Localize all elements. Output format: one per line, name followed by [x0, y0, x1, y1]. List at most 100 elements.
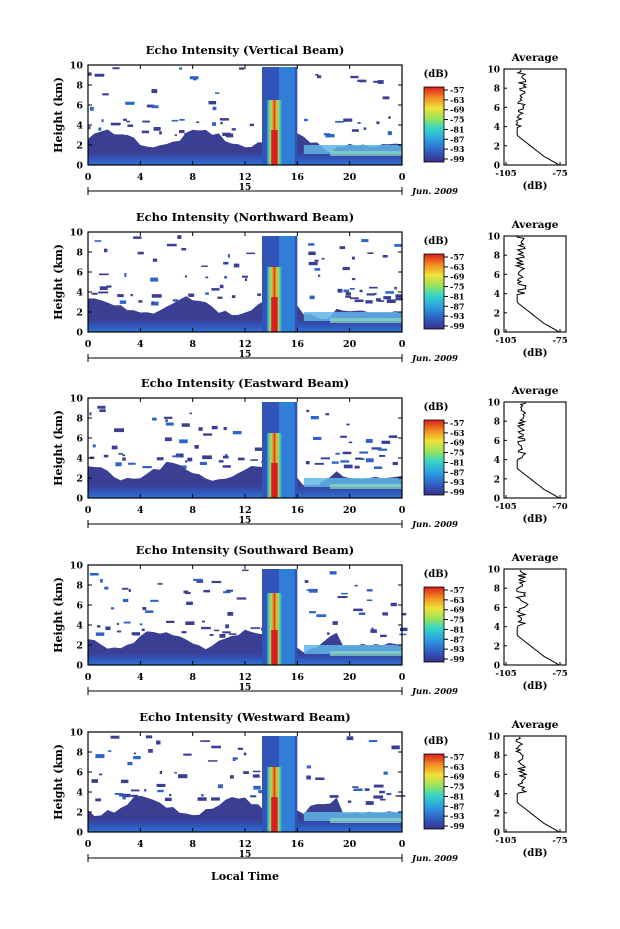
x-tick-label: 16 [291, 839, 305, 850]
echo-speckle [110, 607, 115, 610]
echo-speckle [365, 439, 373, 443]
echo-speckle [179, 130, 185, 134]
colorbar-label: (dB) [424, 736, 449, 747]
echo-speckle [159, 131, 162, 135]
echo-speckle [103, 454, 109, 458]
colorbar-tick-label: -57 [450, 585, 464, 595]
profile-x-tick-label: -105 [495, 336, 516, 346]
x-tick-label: 0 [85, 505, 92, 516]
echo-layer [303, 812, 402, 821]
x-tick-label: 0 [399, 672, 406, 683]
echo-speckle [346, 423, 350, 426]
echo-speckle [224, 454, 228, 456]
echo-speckle [332, 621, 338, 625]
y-tick-label: 8 [76, 248, 83, 259]
heatmap [88, 735, 406, 832]
echo-speckle [366, 599, 373, 601]
echo-speckle [183, 590, 189, 594]
echo-speckle [308, 261, 318, 266]
echo-speckle [382, 612, 388, 616]
profile-y-tick-label: 8 [494, 85, 500, 95]
echo-speckle [351, 278, 356, 281]
echo-speckle [88, 126, 91, 130]
y-tick-label: 2 [76, 308, 83, 319]
echo-speckle [91, 779, 98, 783]
profile-y-tick-label: 8 [494, 752, 500, 762]
echo-speckle [395, 297, 403, 301]
x-tick-label: 4 [137, 839, 144, 850]
echo-speckle [91, 292, 98, 295]
echo-speckle [373, 784, 384, 788]
panel-title: Echo Intensity (Westward Beam) [139, 710, 350, 724]
colorbar-tick-label: -69 [450, 105, 465, 115]
echo-speckle [205, 276, 209, 279]
echo-speckle [355, 457, 363, 460]
profile-y-tick-label: 8 [494, 252, 500, 262]
profile-xlabel: (dB) [523, 681, 548, 692]
echo-speckle [400, 627, 408, 632]
profile-y-tick-label: 2 [494, 475, 500, 485]
echo-band-low [88, 319, 402, 332]
profile-title: Average [511, 219, 559, 231]
profile-y-tick-label: 2 [494, 642, 500, 652]
echo-speckle [208, 101, 217, 105]
y-tick-label: 4 [76, 454, 83, 465]
echo-speckle [238, 457, 245, 461]
echo-speckle [394, 435, 398, 439]
colorbar-tick-label: -93 [450, 477, 465, 487]
echo-speckle [394, 244, 403, 247]
echo-speckle [181, 631, 187, 634]
echo-speckle [318, 274, 321, 277]
echo-speckle [354, 465, 360, 469]
echo-speckle [227, 612, 234, 616]
profile-x-tick-label: -75 [552, 669, 567, 679]
echo-speckle [226, 133, 234, 138]
echo-speckle [145, 735, 153, 739]
echo-speckle [306, 775, 311, 780]
profile-y-tick-label: 10 [487, 566, 500, 576]
profile-frame [503, 235, 567, 333]
echo-speckle [131, 794, 138, 797]
colorbar-tick-label: -75 [450, 115, 464, 125]
echo-speckle [174, 134, 178, 136]
echo-speckle [181, 423, 190, 427]
echo-speckle [201, 794, 204, 797]
y-tick-label: 0 [76, 661, 83, 672]
colorbar-tick-label: -63 [450, 595, 465, 605]
echo-speckle [313, 436, 322, 440]
y-tick-label: 2 [76, 141, 83, 152]
x-tick-label: 8 [189, 839, 196, 850]
x-tick-label: 0 [85, 339, 92, 350]
profile-x-tick-label: -105 [495, 669, 516, 679]
profile-y-tick-label: 2 [494, 142, 500, 152]
profile-x-tick-label: -70 [552, 502, 567, 512]
echo-speckle [200, 740, 210, 742]
echo-speckle [127, 124, 134, 127]
echo-speckle [102, 93, 109, 96]
echo-speckle [99, 773, 103, 776]
echo-speckle [353, 608, 363, 612]
echo-speckle [217, 784, 223, 789]
colorbar-tick-label: -69 [450, 772, 465, 782]
echo-layer [303, 145, 402, 154]
echo-speckle [342, 267, 350, 271]
echo-speckle [363, 127, 367, 130]
profile-y-tick-label: 4 [494, 790, 500, 800]
heatmap [88, 235, 403, 332]
colorbar-tick-label: -93 [450, 311, 465, 321]
x-tick-label: 0 [85, 172, 92, 183]
storm-core-peak [271, 797, 278, 832]
echo-speckle [156, 740, 161, 745]
colorbar-tick-label: -75 [450, 782, 464, 792]
echo-speckle [123, 621, 131, 624]
colorbar-tick-label: -93 [450, 644, 465, 654]
colorbar-tick-label: -57 [450, 418, 464, 428]
echo-speckle [242, 569, 249, 572]
echo-speckle [164, 416, 173, 419]
storm-core [267, 593, 282, 665]
echo-speckle [376, 298, 381, 302]
echo-speckle [185, 460, 188, 463]
echo-speckle [345, 295, 351, 298]
echo-speckle [395, 294, 402, 298]
